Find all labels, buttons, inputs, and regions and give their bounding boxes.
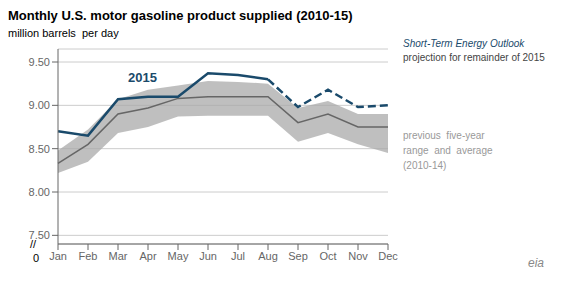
html-text:Monthly U.S. motor gasoline pr: Monthly U.S. motor gasoline product supp… (8, 8, 353, 23)
svg-text:May: May (168, 250, 189, 262)
svg-text:Dec: Dec (378, 250, 398, 262)
html-text:previous five-year range and a: previous five-year range and average (20… (403, 130, 493, 171)
svg-text:9.00: 9.00 (29, 99, 50, 111)
svg-text:Jan: Jan (49, 250, 67, 262)
svg-text:Jul: Jul (231, 250, 245, 262)
svg-text:Apr: Apr (139, 250, 156, 262)
svg-text:Aug: Aug (258, 250, 278, 262)
svg-text:Feb: Feb (79, 250, 98, 262)
svg-text:8.50: 8.50 (29, 143, 50, 155)
html-text:projection for remainder of 20: projection for remainder of 2015 (403, 52, 545, 63)
html-text:eia: eia (528, 256, 544, 270)
svg-text:7.50: 7.50 (28, 229, 50, 242)
svg-text:Oct: Oct (319, 250, 336, 262)
svg-text:9.50: 9.50 (29, 56, 50, 68)
svg-text:Sep: Sep (288, 250, 308, 262)
html-text:million barrels per day: million barrels per day (8, 27, 119, 39)
html-text:2015: 2015 (128, 70, 157, 85)
svg-text:Jun: Jun (199, 250, 217, 262)
html-text:Short-Term Energy Outlook: Short-Term Energy Outlook (403, 38, 525, 49)
svg-text:Nov: Nov (348, 250, 368, 262)
svg-text:Mar: Mar (109, 250, 128, 262)
svg-text:8.00: 8.00 (29, 186, 50, 198)
html-text:0: 0 (33, 252, 40, 264)
